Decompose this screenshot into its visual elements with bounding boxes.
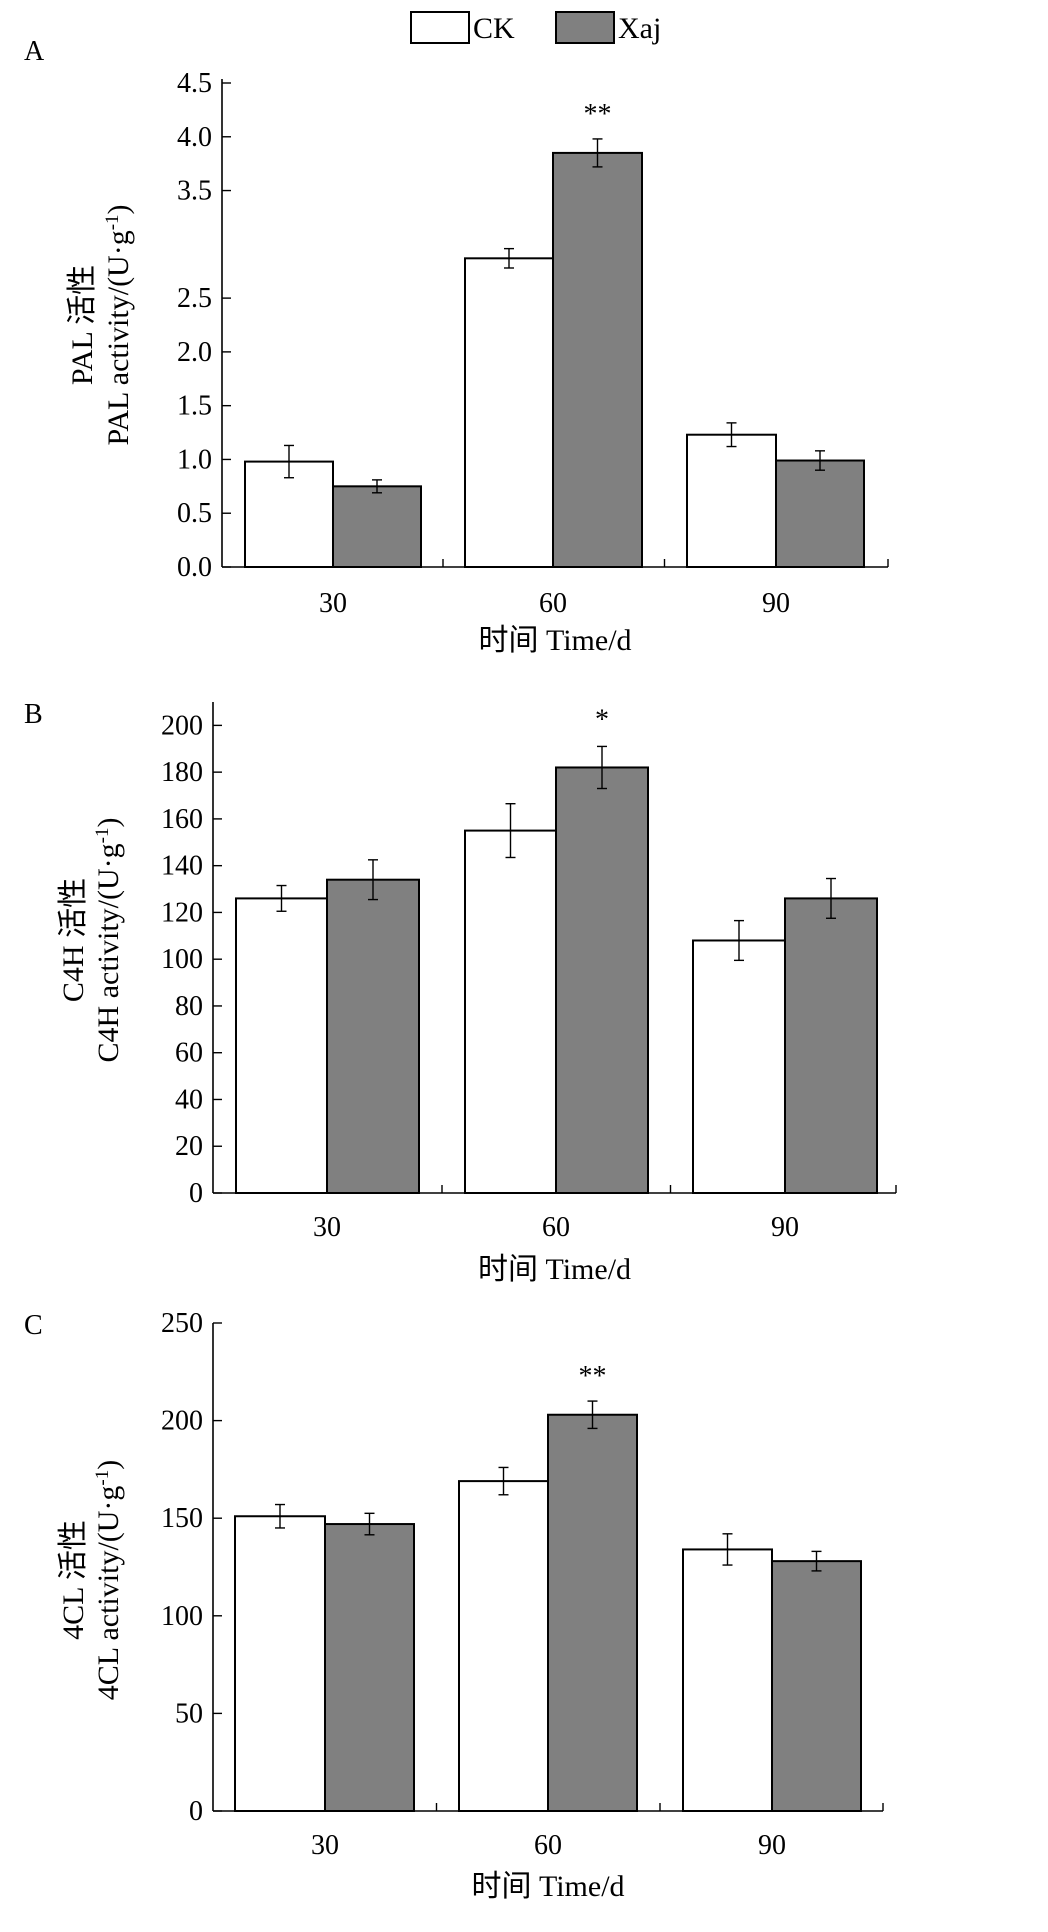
y-tick-label: 2.5 bbox=[177, 283, 212, 314]
x-tick-label: 60 bbox=[542, 1212, 570, 1243]
y-tick-label: 4.0 bbox=[177, 122, 212, 153]
bar-xaj-60 bbox=[547, 1413, 638, 1813]
panel-letter: C bbox=[24, 1310, 43, 1341]
y-tick-label: 80 bbox=[175, 991, 203, 1022]
bar-xaj-90 bbox=[771, 1560, 862, 1813]
bar-xaj-30 bbox=[326, 878, 420, 1194]
bar-xaj-90 bbox=[775, 459, 865, 568]
x-tick-label: 90 bbox=[758, 1830, 786, 1861]
x-tick-label: 30 bbox=[311, 1830, 339, 1861]
bar-xaj-60 bbox=[555, 766, 649, 1194]
y-tick-label: 1.5 bbox=[177, 391, 212, 422]
panel-b: B 0 20 40 60 80 100 120 140 160 180 200 30 60 90 * 时间 Ti… bbox=[24, 699, 897, 1286]
y-tick-label: 140 bbox=[161, 851, 203, 882]
legend-label-xaj: Xaj bbox=[618, 12, 661, 45]
x-tick-label: 90 bbox=[771, 1212, 799, 1243]
y-tick-label: 0 bbox=[189, 1178, 203, 1209]
y-tick-label: 150 bbox=[161, 1503, 203, 1534]
y-tick-label: 4.5 bbox=[177, 68, 212, 99]
panel-letter: B bbox=[24, 699, 43, 730]
y-axis-title-line2: 4CL activity/(U·g-1) bbox=[92, 1460, 125, 1701]
y-tick-label: 200 bbox=[161, 710, 203, 741]
x-axis-title: 时间 Time/d bbox=[478, 1253, 631, 1286]
bar-ck-60 bbox=[464, 829, 557, 1194]
bar-xaj-30 bbox=[324, 1523, 415, 1813]
y-tick-label: 200 bbox=[161, 1406, 203, 1437]
y-tick-label: 40 bbox=[175, 1084, 203, 1115]
x-tick-label: 60 bbox=[534, 1830, 562, 1861]
y-tick-label: 1.0 bbox=[177, 444, 212, 475]
y-tick-label: 120 bbox=[161, 897, 203, 928]
x-tick-label: 60 bbox=[539, 588, 567, 619]
bar-xaj-30 bbox=[332, 485, 422, 569]
panel-a: A 0.0 0.5 1.0 1.5 2.0 2.5 3.5 4.0 4.5 30 60 90 ** 时间 T… bbox=[24, 36, 889, 657]
y-tick-label: 0.0 bbox=[177, 552, 212, 583]
legend-label-ck: CK bbox=[473, 12, 515, 45]
y-tick-label: 20 bbox=[175, 1131, 203, 1162]
y-tick-label: 2.0 bbox=[177, 337, 212, 368]
y-tick-label: 250 bbox=[161, 1308, 203, 1339]
x-axis-title: 时间 Time/d bbox=[478, 624, 631, 657]
y-axis-title-line1: 4CL 活性 bbox=[57, 1520, 90, 1640]
bar-ck-60 bbox=[458, 1480, 549, 1813]
y-tick-label: 3.5 bbox=[177, 176, 212, 207]
y-axis-title-line2: PAL activity/(U·g-1) bbox=[102, 204, 135, 445]
bar-xaj-90 bbox=[784, 897, 878, 1195]
bar-ck-90 bbox=[692, 939, 786, 1194]
y-tick-label: 60 bbox=[175, 1038, 203, 1069]
panel-letter: A bbox=[24, 36, 45, 67]
bar-ck-90 bbox=[682, 1548, 773, 1812]
y-tick-label: 100 bbox=[161, 1601, 203, 1632]
y-tick-label: 100 bbox=[161, 944, 203, 975]
y-tick-label: 50 bbox=[175, 1698, 203, 1729]
significance-mark: ** bbox=[579, 1361, 607, 1392]
bar-xaj-60 bbox=[552, 151, 643, 569]
y-tick-label: 160 bbox=[161, 804, 203, 835]
y-tick-label: 0.5 bbox=[177, 498, 212, 529]
significance-mark: * bbox=[595, 704, 609, 735]
y-tick-label: 180 bbox=[161, 757, 203, 788]
bar-ck-60 bbox=[464, 257, 554, 568]
y-axis-title-line2: C4H activity/(U·g-1) bbox=[92, 818, 125, 1063]
bar-ck-90 bbox=[686, 433, 777, 568]
panel-c: C 0 50 100 150 200 250 30 60 90 ** 时间 Time/d 4CL 活性 4… bbox=[24, 1308, 884, 1903]
y-tick-label: 0 bbox=[189, 1796, 203, 1827]
bar-ck-30 bbox=[235, 897, 328, 1195]
legend-swatch-ck bbox=[410, 11, 470, 44]
bar-ck-30 bbox=[234, 1515, 326, 1813]
significance-mark: ** bbox=[584, 99, 612, 130]
y-axis-title-line1: PAL 活性 bbox=[66, 265, 99, 385]
x-tick-label: 30 bbox=[319, 588, 347, 619]
legend-swatch-xaj bbox=[555, 11, 615, 44]
y-axis-title-line1: C4H 活性 bbox=[57, 878, 90, 1002]
x-tick-label: 30 bbox=[313, 1212, 341, 1243]
x-axis-title: 时间 Time/d bbox=[471, 1870, 624, 1903]
x-tick-label: 90 bbox=[762, 588, 790, 619]
legend: CK Xaj bbox=[410, 11, 661, 45]
